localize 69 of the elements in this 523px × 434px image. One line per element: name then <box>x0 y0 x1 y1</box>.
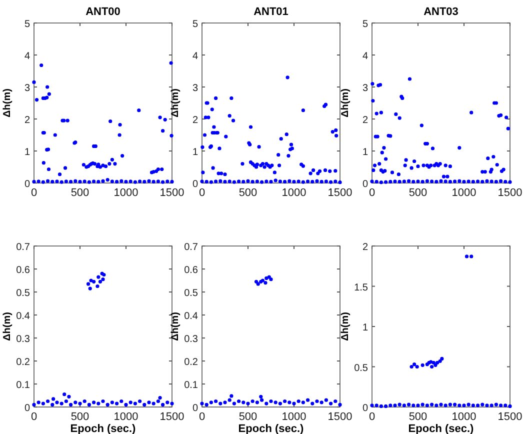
x-tick-label: 1000 <box>282 187 306 199</box>
y-tick-label: 0 <box>24 403 30 414</box>
x-tick-label: 500 <box>408 411 428 423</box>
y-axis-title: Δh(m) <box>2 312 13 341</box>
y-tick-label: 0.5 <box>354 362 368 374</box>
x-tick-label: 1000 <box>452 187 476 199</box>
x-axis-title: Epoch (sec.) <box>70 423 136 434</box>
y-tick-label: 0 <box>362 403 368 414</box>
y-axis-title: Δh(m) <box>2 88 13 118</box>
y-tick-label: 0 <box>192 179 198 190</box>
y-tick-label: 2 <box>192 115 198 126</box>
y-tick-label: 5 <box>24 19 30 30</box>
chart-title: ANT00 <box>86 6 120 18</box>
y-tick-label: 0.3 <box>16 334 30 345</box>
x-tick-label: 500 <box>408 187 428 199</box>
y-tick-label: 2 <box>362 115 368 126</box>
x-tick-label: 500 <box>70 187 90 199</box>
y-tick-label: 0.3 <box>184 334 198 345</box>
y-tick-label: 5 <box>192 19 198 30</box>
y-axis-title: Δh(m) <box>340 312 351 341</box>
y-tick-label: 2 <box>362 242 368 253</box>
x-tick-label: 500 <box>70 411 90 423</box>
x-tick-label: 1500 <box>498 411 522 423</box>
chart-title: ANT01 <box>254 6 288 18</box>
y-tick-label: 4 <box>192 51 198 62</box>
y-tick-label: 0 <box>24 179 30 190</box>
x-tick-label: 1500 <box>160 411 184 423</box>
y-tick-label: 4 <box>362 51 368 62</box>
x-tick-label: 1000 <box>114 411 138 423</box>
y-tick-label: 0.4 <box>184 311 198 322</box>
y-axis-title: Δh(m) <box>170 312 181 341</box>
y-tick-label: 0 <box>192 403 198 414</box>
x-tick-label: 1500 <box>328 411 352 423</box>
y-tick-label: 1 <box>24 147 30 158</box>
y-tick-label: 0.5 <box>16 288 30 299</box>
y-tick-label: 2 <box>24 115 30 126</box>
y-tick-label: 0.6 <box>16 265 30 276</box>
y-tick-label: 3 <box>362 83 368 94</box>
y-tick-label: 0.7 <box>184 242 198 253</box>
x-tick-label: 500 <box>238 187 258 199</box>
x-tick-label: 1000 <box>282 411 306 423</box>
y-tick-label: 3 <box>24 83 30 94</box>
y-tick-label: 1 <box>192 147 198 158</box>
y-tick-label: 0.4 <box>16 311 30 322</box>
chart-title: ANT03 <box>424 6 458 18</box>
y-tick-label: 0.1 <box>16 380 30 391</box>
y-tick-label: 5 <box>362 19 368 30</box>
x-axis-title: Epoch (sec.) <box>238 423 304 434</box>
x-tick-label: 1500 <box>160 187 184 199</box>
y-tick-label: 0.7 <box>16 242 30 253</box>
y-tick-label: 0.6 <box>184 265 198 276</box>
y-axis-title: Δh(m) <box>340 88 351 118</box>
x-tick-label: 500 <box>238 411 258 423</box>
y-tick-label: 0 <box>362 179 368 190</box>
x-tick-label: 1000 <box>114 187 138 199</box>
y-tick-label: 1 <box>362 322 368 334</box>
y-tick-label: 0.2 <box>16 357 30 368</box>
x-tick-label: 1500 <box>498 187 522 199</box>
x-axis-title: Epoch (sec.) <box>408 423 474 434</box>
y-axis-title: Δh(m) <box>170 88 181 118</box>
y-tick-label: 1.5 <box>354 282 368 294</box>
y-tick-label: 0.2 <box>184 357 198 368</box>
y-tick-label: 4 <box>24 51 30 62</box>
y-tick-label: 3 <box>192 83 198 94</box>
y-tick-label: 0.5 <box>184 288 198 299</box>
x-tick-label: 1000 <box>452 411 476 423</box>
x-tick-label: 1500 <box>328 187 352 199</box>
y-tick-label: 0.1 <box>184 380 198 391</box>
y-tick-label: 1 <box>362 147 368 158</box>
